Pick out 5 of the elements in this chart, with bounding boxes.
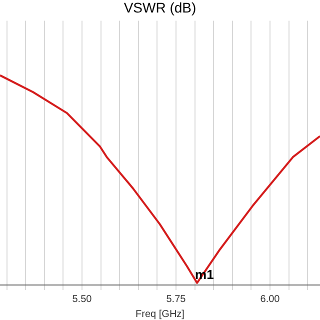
x-axis-title: Freq [GHz] [136,308,185,320]
chart-title: VSWR (dB) [124,0,196,16]
x-tick-label: 5.50 [72,294,92,305]
x-tick-label: 5.75 [166,294,186,305]
x-tick-label: 6.00 [260,294,280,305]
